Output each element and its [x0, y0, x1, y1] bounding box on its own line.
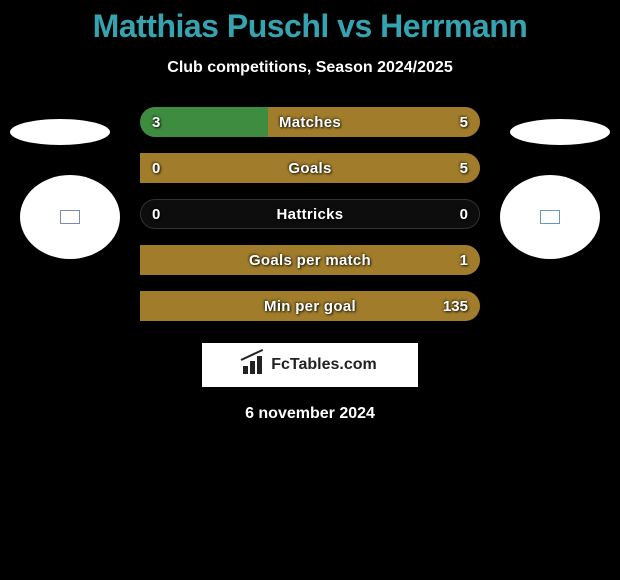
left-player-circle: [20, 175, 120, 259]
right-player-circle: [500, 175, 600, 259]
right-player-icon: [540, 210, 560, 224]
brand-text: FcTables.com: [271, 356, 377, 374]
stat-row: Goals per match1: [140, 245, 480, 275]
stat-bars: Matches35Goals05Hattricks00Goals per mat…: [140, 107, 480, 321]
stat-value-left: 0: [152, 160, 160, 177]
stat-label: Goals: [140, 160, 480, 177]
stat-label: Hattricks: [140, 206, 480, 223]
stat-value-left: 0: [152, 206, 160, 223]
stat-value-right: 0: [460, 206, 468, 223]
stat-value-left: 3: [152, 114, 160, 131]
stat-value-right: 1: [460, 252, 468, 269]
stat-label: Min per goal: [140, 298, 480, 315]
stat-row: Min per goal135: [140, 291, 480, 321]
page-title: Matthias Puschl vs Herrmann: [0, 0, 620, 45]
stat-row: Matches3 5: [140, 107, 480, 137]
subtitle: Club competitions, Season 2024/2025: [0, 59, 620, 77]
stat-row: Goals0 5: [140, 153, 480, 183]
stat-row: Hattricks0 0: [140, 199, 480, 229]
stat-value-right: 135: [443, 298, 468, 315]
date-label: 6 november 2024: [0, 405, 620, 423]
brand-chart-icon: [243, 356, 265, 374]
stat-label: Matches: [140, 114, 480, 131]
comparison-content: Matches35Goals05Hattricks00Goals per mat…: [0, 107, 620, 423]
left-player-icon: [60, 210, 80, 224]
stat-value-right: 5: [460, 114, 468, 131]
left-ellipse-decor: [10, 119, 110, 145]
brand-box: FcTables.com: [202, 343, 418, 387]
stat-value-right: 5: [460, 160, 468, 177]
stat-label: Goals per match: [140, 252, 480, 269]
right-ellipse-decor: [510, 119, 610, 145]
